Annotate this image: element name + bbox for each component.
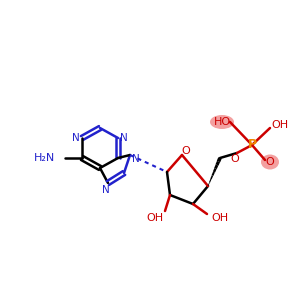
- Ellipse shape: [210, 115, 234, 129]
- Text: O: O: [231, 154, 239, 164]
- Text: H₂N: H₂N: [34, 153, 55, 163]
- Text: N: N: [120, 133, 128, 143]
- Text: N: N: [72, 133, 80, 143]
- Ellipse shape: [261, 154, 279, 169]
- Text: OH: OH: [272, 120, 289, 130]
- Text: N: N: [132, 154, 140, 164]
- Text: O: O: [266, 157, 274, 167]
- Text: P: P: [248, 139, 256, 152]
- Text: N: N: [102, 185, 110, 195]
- Text: OH: OH: [212, 213, 229, 223]
- Text: HO: HO: [213, 117, 231, 127]
- Text: OH: OH: [146, 213, 164, 223]
- Text: O: O: [182, 146, 190, 156]
